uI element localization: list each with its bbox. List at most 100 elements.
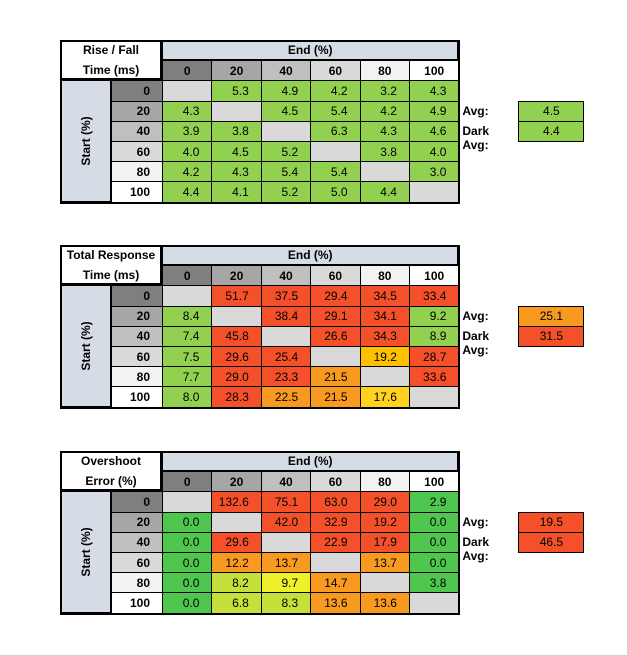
data-cell: 5.4 (310, 100, 361, 122)
avg-value: 4.5 (518, 100, 585, 122)
data-cell: 29.6 (211, 531, 262, 553)
col-header: 20 (211, 265, 262, 287)
row-axis-title: Start (%) (60, 80, 111, 202)
data-cell: 4.0 (409, 141, 460, 163)
data-cell (409, 386, 460, 408)
data-cell: 7.5 (162, 346, 213, 368)
data-cell: 4.3 (162, 100, 213, 122)
table-title-line: Rise / Fall (82, 43, 140, 58)
data-cell: 7.7 (162, 366, 213, 388)
data-cell: 4.3 (211, 161, 262, 183)
col-header: 100 (409, 265, 460, 287)
data-cell: 0.0 (162, 511, 213, 533)
data-cell: 32.9 (310, 511, 361, 533)
data-cell: 4.9 (260, 80, 312, 102)
data-cell: 34.5 (359, 285, 410, 307)
data-cell: 6.8 (211, 592, 262, 614)
data-cell: 17.6 (359, 386, 410, 408)
row-header: 0 (111, 285, 163, 307)
data-cell: 29.0 (359, 491, 410, 513)
data-cell: 19.2 (359, 346, 410, 368)
data-cell: 13.7 (260, 552, 312, 574)
dark-avg-value: 31.5 (518, 325, 585, 347)
data-cell: 19.2 (359, 511, 410, 533)
dark-avg-value: 46.5 (518, 531, 585, 553)
row-axis-title-text: Start (%) (78, 321, 93, 371)
data-cell: 75.1 (260, 491, 312, 513)
data-cell: 5.2 (260, 181, 312, 203)
table-title-line: Time (ms) (82, 268, 140, 283)
data-cell: 4.2 (310, 80, 361, 102)
row-header: 60 (111, 346, 163, 368)
data-cell: 0.0 (409, 511, 460, 533)
avg-label: Avg: (462, 308, 489, 323)
avg-value: 19.5 (518, 511, 585, 533)
data-cell: 29.1 (310, 305, 361, 327)
data-cell: 29.6 (211, 346, 262, 368)
data-cell: 3.2 (359, 80, 410, 102)
col-header: 80 (359, 60, 410, 82)
data-cell (409, 181, 460, 203)
data-cell (260, 120, 312, 142)
data-cell: 0.0 (162, 531, 213, 553)
data-cell: 33.6 (409, 366, 460, 388)
row-header: 100 (111, 181, 163, 203)
data-cell: 34.3 (359, 325, 410, 347)
data-cell: 132.6 (211, 491, 262, 513)
data-cell: 8.3 (260, 592, 312, 614)
data-cell: 3.0 (409, 161, 460, 183)
row-header: 0 (111, 491, 163, 513)
data-cell: 13.7 (359, 552, 410, 574)
data-cell (310, 346, 361, 368)
col-header: 20 (211, 60, 262, 82)
col-header: 0 (162, 60, 213, 82)
data-cell: 8.9 (409, 325, 460, 347)
data-cell: 14.7 (310, 572, 361, 594)
data-cell: 5.4 (310, 161, 361, 183)
table-title-line: Overshoot (80, 454, 141, 469)
table-title: Rise / Fall Time (ms) (60, 40, 162, 81)
row-header: 100 (111, 386, 163, 408)
data-cell: 5.4 (260, 161, 312, 183)
data-cell: 0.0 (409, 531, 460, 553)
data-cell: 17.9 (359, 531, 410, 553)
avg-label: Avg: (462, 103, 489, 118)
col-axis-title: End (%) (162, 245, 459, 266)
col-header: 80 (359, 471, 410, 493)
row-header: 60 (111, 552, 163, 574)
row-header: 100 (111, 592, 163, 614)
col-header: 20 (211, 471, 262, 493)
data-cell (260, 531, 312, 553)
data-cell: 4.6 (409, 120, 460, 142)
col-axis-title: End (%) (162, 40, 459, 61)
data-cell: 45.8 (211, 325, 262, 347)
data-cell: 63.0 (310, 491, 361, 513)
response-table-0: Rise / Fall Time (ms) End (%) 0 20 40 60 80 100 S… (60, 40, 585, 204)
dark-avg-value: 4.4 (518, 120, 585, 142)
data-cell: 29.4 (310, 285, 361, 307)
data-cell: 4.1 (211, 181, 262, 203)
data-cell: 29.0 (211, 366, 262, 388)
row-axis-title: Start (%) (60, 285, 111, 407)
row-axis-title-text: Start (%) (78, 527, 93, 577)
data-cell: 0.0 (409, 552, 460, 574)
data-cell (409, 592, 460, 614)
data-cell: 0.0 (162, 592, 213, 614)
data-cell: 5.3 (211, 80, 262, 102)
data-cell: 4.9 (409, 100, 460, 122)
data-cell: 25.4 (260, 346, 312, 368)
response-table-2: Overshoot Error (%) End (%) 0 20 40 60 80 100 Sta… (60, 451, 585, 615)
col-header: 0 (162, 471, 213, 493)
data-cell: 8.2 (211, 572, 262, 594)
data-cell (310, 141, 361, 163)
table-title-line: Total Response (66, 248, 156, 263)
dark-avg-label: Dark Avg: (462, 328, 490, 357)
data-cell: 4.5 (260, 100, 312, 122)
row-header: 40 (111, 531, 163, 553)
data-cell: 0.0 (162, 552, 213, 574)
data-cell: 2.9 (409, 491, 460, 513)
col-header: 100 (409, 471, 460, 493)
data-cell: 9.2 (409, 305, 460, 327)
data-cell: 3.8 (359, 141, 410, 163)
data-cell: 21.5 (310, 366, 361, 388)
